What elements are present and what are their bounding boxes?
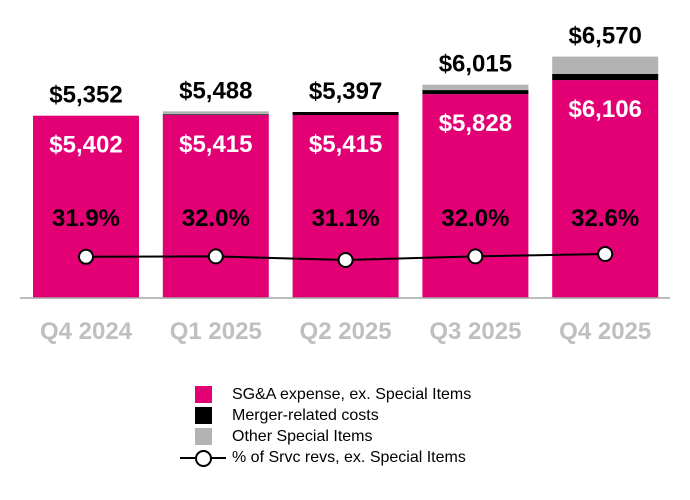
legend-line-marker-icon: [180, 449, 226, 467]
bar-segment: [292, 112, 399, 116]
legend-swatch-black: [195, 407, 212, 424]
total-label: $6,015: [439, 51, 512, 78]
legend-label: % of Srvc revs, ex. Special Items: [232, 448, 466, 466]
bar-segment: [422, 84, 529, 91]
bar-value-label: $5,402: [49, 132, 122, 159]
legend-label: Other Special Items: [232, 427, 373, 445]
total-label: $5,397: [309, 78, 382, 105]
x-tick-label: Q4 2025: [559, 318, 651, 345]
bar-segment: [552, 56, 659, 74]
bar-segment: [552, 73, 659, 81]
x-tick-label: Q1 2025: [170, 318, 262, 345]
x-tick-label: Q3 2025: [429, 318, 521, 345]
bar-segment: [422, 90, 529, 95]
legend-swatch-magenta: [195, 386, 212, 403]
legend-item-other: Other Special Items: [180, 426, 471, 447]
bar-value-label: $5,828: [439, 110, 512, 137]
percent-point: [78, 248, 94, 265]
percent-label: 31.1%: [312, 205, 380, 232]
legend-item-sga: SG&A expense, ex. Special Items: [180, 384, 471, 405]
bar-segment: [162, 111, 269, 115]
percent-point: [467, 248, 484, 265]
bar-value-label: $5,415: [309, 131, 382, 158]
bar-segment: [33, 115, 139, 298]
chart: $5,352 $5,402 31.9% Q4 2024 $5,488 $5,415 32.0…: [20, 23, 670, 345]
legend-swatch-gray: [195, 428, 212, 445]
percent-point: [597, 246, 614, 262]
bar-segment: [162, 115, 269, 298]
bar-segment: [162, 114, 269, 116]
legend-item-merger: Merger-related costs: [180, 405, 471, 426]
legend-label: Merger-related costs: [232, 406, 379, 424]
legend-item-line: % of Srvc revs, ex. Special Items: [180, 447, 471, 468]
x-tick-label: Q2 2025: [300, 318, 392, 345]
percent-point: [207, 248, 224, 265]
legend-label: SG&A expense, ex. Special Items: [232, 385, 472, 403]
total-label: $6,570: [568, 23, 641, 50]
percent-label: 32.0%: [182, 205, 250, 232]
percent-label: 31.9%: [52, 205, 120, 232]
legend: SG&A expense, ex. Special Items Merger-r…: [180, 384, 471, 468]
total-label: $5,352: [49, 82, 122, 109]
bar-value-label: $5,415: [179, 131, 252, 158]
bar-value-label: $6,106: [568, 96, 641, 123]
total-label: $5,488: [179, 77, 252, 104]
percent-label: 32.0%: [441, 205, 509, 232]
percent-label: 32.6%: [571, 205, 639, 232]
x-tick-label: Q4 2024: [40, 318, 133, 345]
percent-point: [337, 252, 354, 268]
